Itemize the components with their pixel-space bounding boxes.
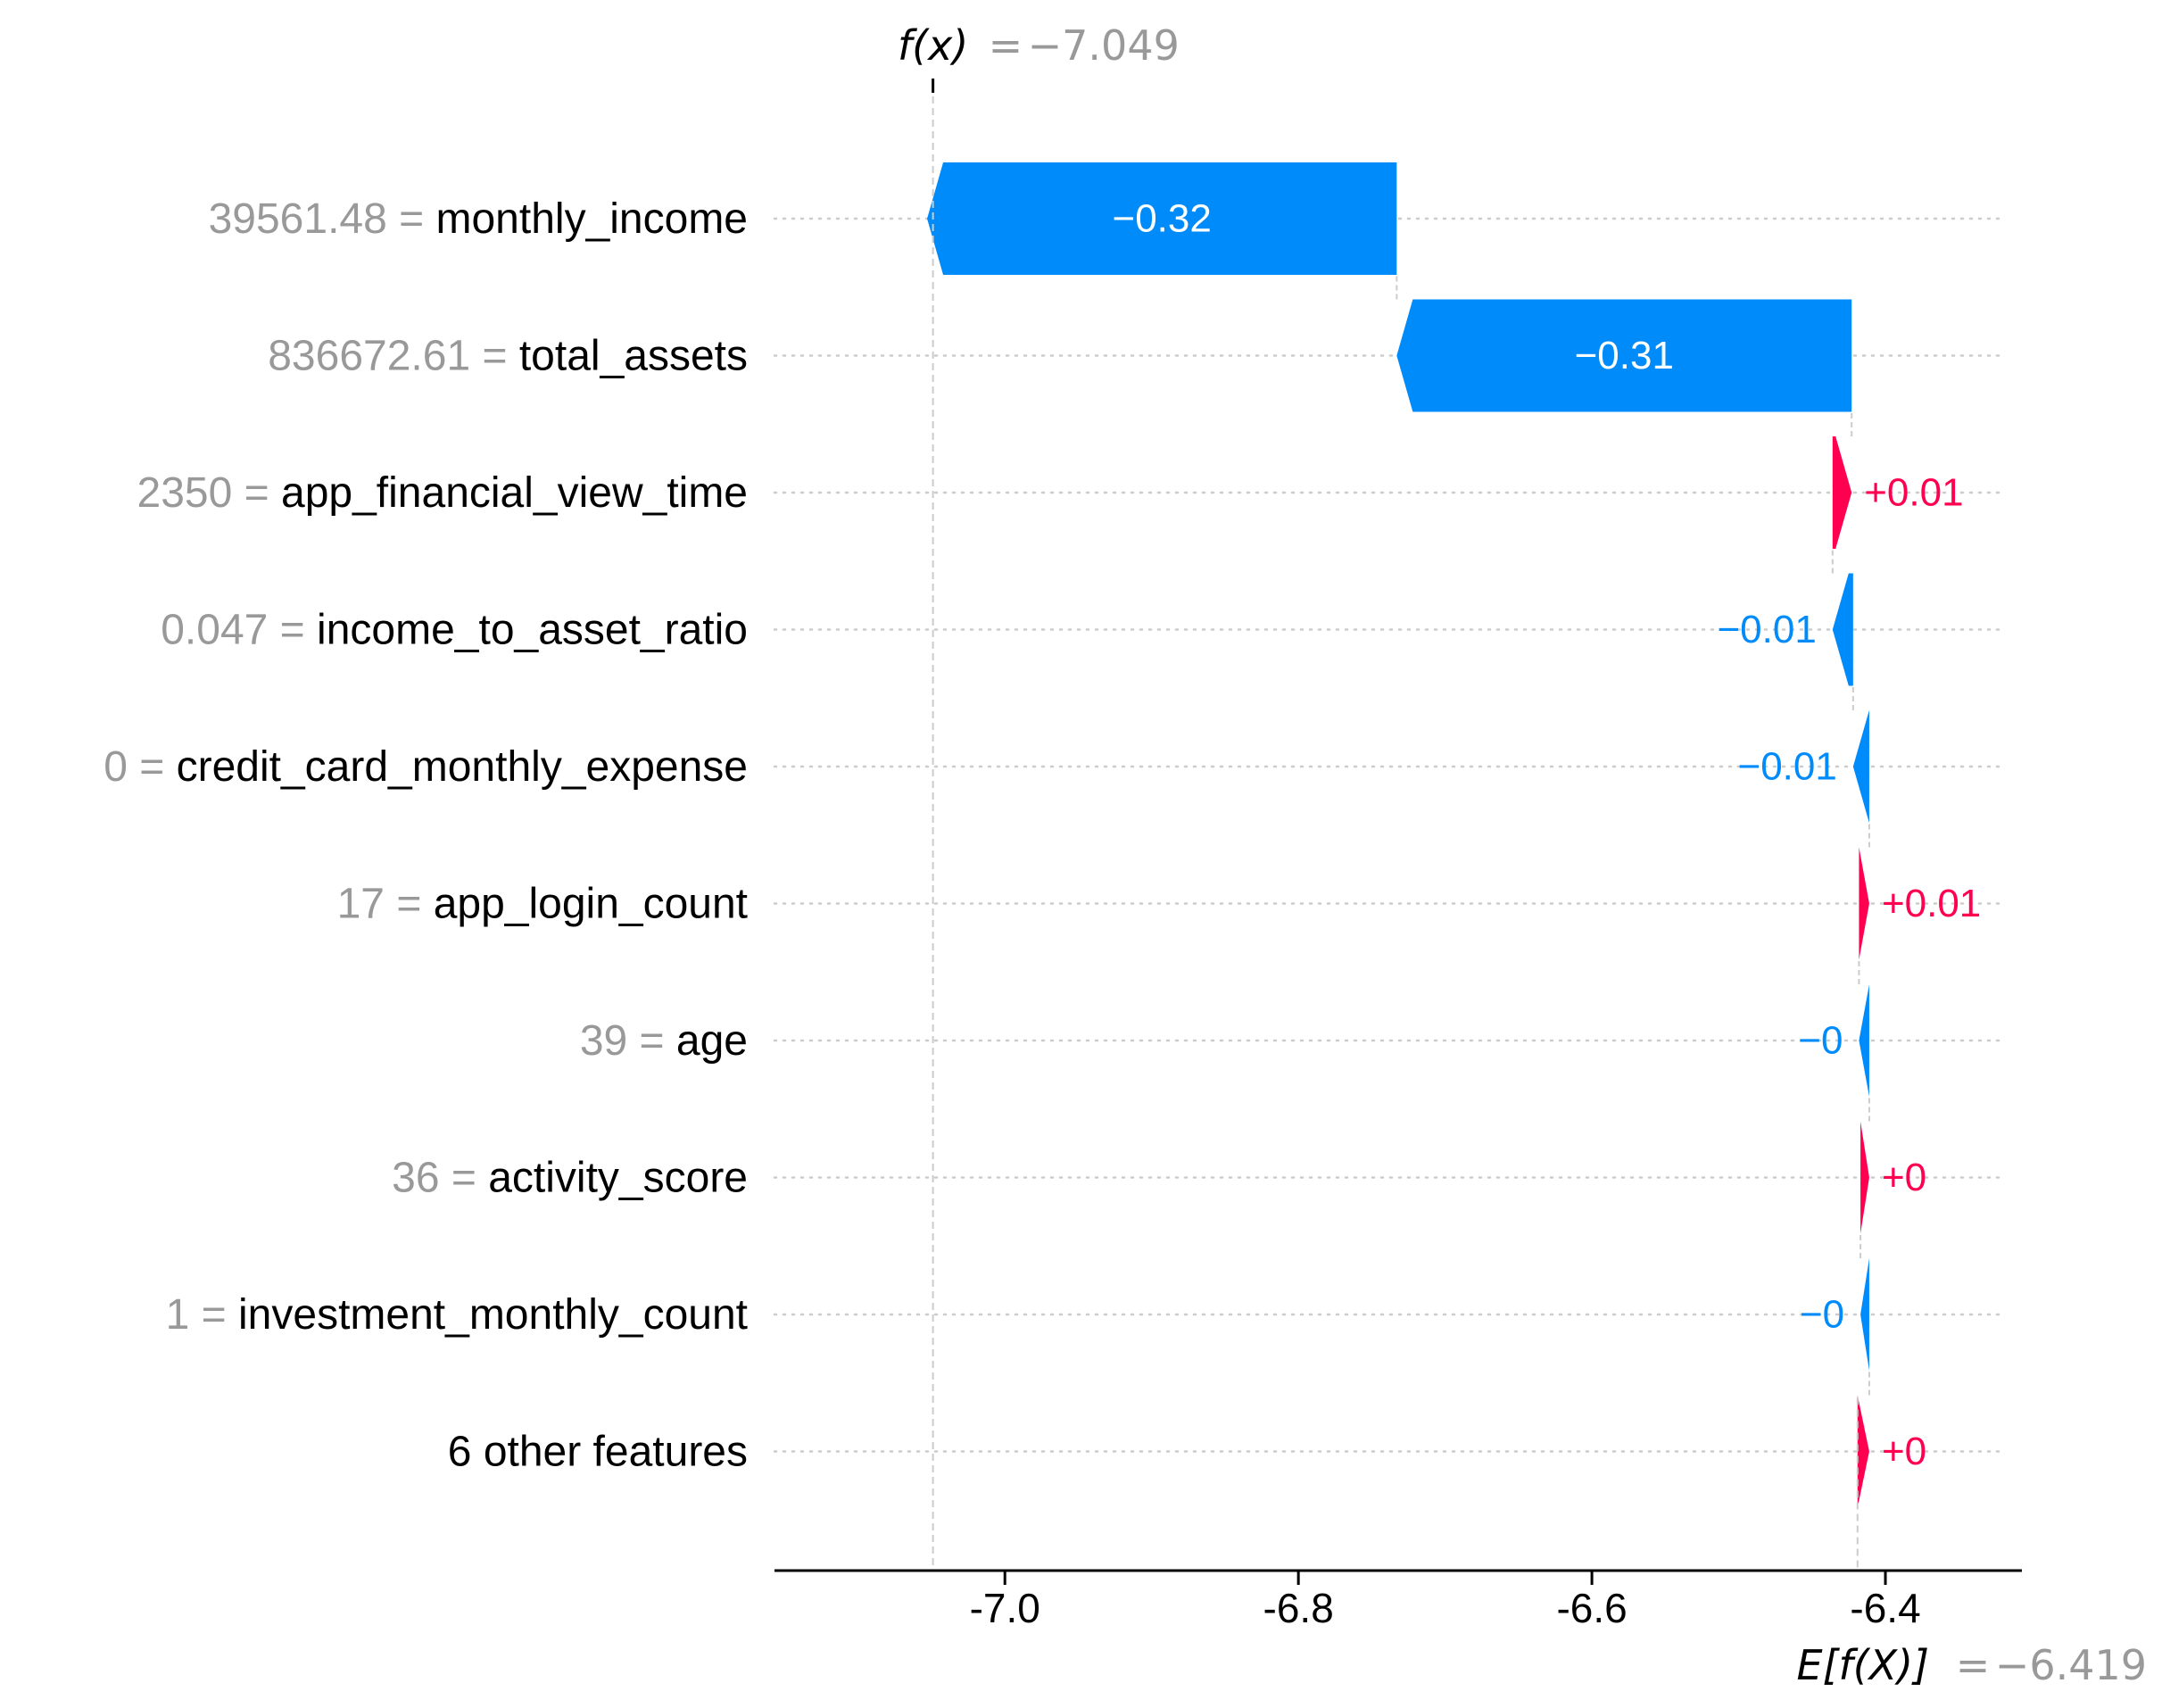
feature-value: 36 =	[392, 1154, 488, 1201]
feature-labels: 39561.48 = monthly_income 836672.61 = tot…	[104, 195, 748, 1476]
bar-value-label: +0	[1882, 1156, 1926, 1199]
feature-value: 836672.61 =	[268, 332, 519, 379]
feature-label: 36 = activity_score	[392, 1154, 748, 1201]
x-tick-label: -7.0	[970, 1585, 1040, 1631]
x-tick-label: -6.8	[1263, 1585, 1334, 1631]
feature-value: 2350 =	[137, 469, 281, 517]
feature-name: total_assets	[519, 332, 748, 379]
feature-name: income_to_asset_ratio	[317, 606, 748, 653]
feature-value: 1 =	[166, 1291, 238, 1339]
bar-value-label: −0.01	[1738, 745, 1837, 789]
bar-value-label: −0	[1798, 1019, 1843, 1063]
feature-value: 0 =	[104, 743, 176, 791]
feature-name: monthly_income	[436, 195, 749, 243]
waterfall-bar	[1857, 1395, 1869, 1508]
feature-label: 39561.48 = monthly_income	[209, 195, 748, 243]
fx-equals: =	[989, 21, 1023, 70]
waterfall-bar	[1396, 299, 1852, 412]
feature-name: investment_monthly_count	[238, 1291, 748, 1339]
waterfall-bar	[1832, 573, 1853, 686]
waterfall-bar	[1860, 1121, 1869, 1234]
base-name: E[f(X)]	[1797, 1641, 1930, 1689]
waterfall-bar	[927, 162, 1397, 275]
feature-label: 6 other features	[448, 1428, 748, 1475]
fx-value: −7.049	[1028, 21, 1180, 70]
bar-value-label: −0.01	[1717, 608, 1816, 651]
waterfall-bar	[1832, 436, 1852, 549]
feature-label: 2350 = app_financial_view_time	[137, 469, 748, 517]
feature-label: 17 = app_login_count	[337, 880, 748, 927]
bar-value-label: −0.31	[1575, 334, 1674, 377]
connector-lines	[932, 79, 1870, 1571]
base-equals: =	[1956, 1641, 1991, 1689]
feature-name: 6 other features	[448, 1428, 748, 1475]
feature-name: app_financial_view_time	[281, 469, 748, 517]
feature-name: app_login_count	[434, 880, 748, 927]
feature-name: activity_score	[488, 1154, 748, 1201]
fx-name: f(x)	[898, 21, 968, 70]
waterfall-bar	[1859, 984, 1869, 1097]
feature-value: 39 =	[580, 1017, 676, 1065]
bar-value-label: +0	[1882, 1430, 1926, 1473]
expected-value-annotation: E[f(X)] = −6.419	[1797, 1641, 2148, 1689]
waterfall-bar	[1852, 710, 1869, 823]
feature-label: 836672.61 = total_assets	[268, 332, 748, 379]
x-tick-label: -6.6	[1556, 1585, 1627, 1631]
feature-name: credit_card_monthly_expense	[177, 743, 748, 791]
bar-labels: −0.32 −0.31 +0.01 −0.01 −0.01 +0.01 −0 +0 −0 +0	[1113, 197, 1982, 1474]
base-value: −6.419	[1995, 1641, 2147, 1689]
feature-value: 39561.48 =	[209, 195, 436, 243]
feature-label: 39 = age	[580, 1017, 748, 1065]
bar-value-label: −0	[1800, 1293, 1844, 1337]
waterfall-bar	[1860, 1258, 1869, 1371]
feature-value: 17 =	[337, 880, 434, 927]
feature-label: 0.047 = income_to_asset_ratio	[161, 606, 748, 653]
x-tick-label: -6.4	[1850, 1585, 1920, 1631]
bar-value-label: −0.32	[1113, 197, 1212, 241]
feature-label: 0 = credit_card_monthly_expense	[104, 743, 748, 791]
fx-annotation: f(x) = −7.049	[898, 21, 1180, 70]
x-axis: -7.0 -6.8 -6.6 -6.4	[774, 1569, 2022, 1631]
bar-value-label: +0.01	[1882, 882, 1981, 925]
feature-value: 0.047 =	[161, 606, 317, 653]
bar-value-label: +0.01	[1864, 471, 1963, 515]
bars	[927, 162, 1869, 1508]
feature-label: 1 = investment_monthly_count	[166, 1291, 748, 1339]
feature-name: age	[676, 1017, 748, 1065]
waterfall-bar	[1859, 847, 1869, 960]
